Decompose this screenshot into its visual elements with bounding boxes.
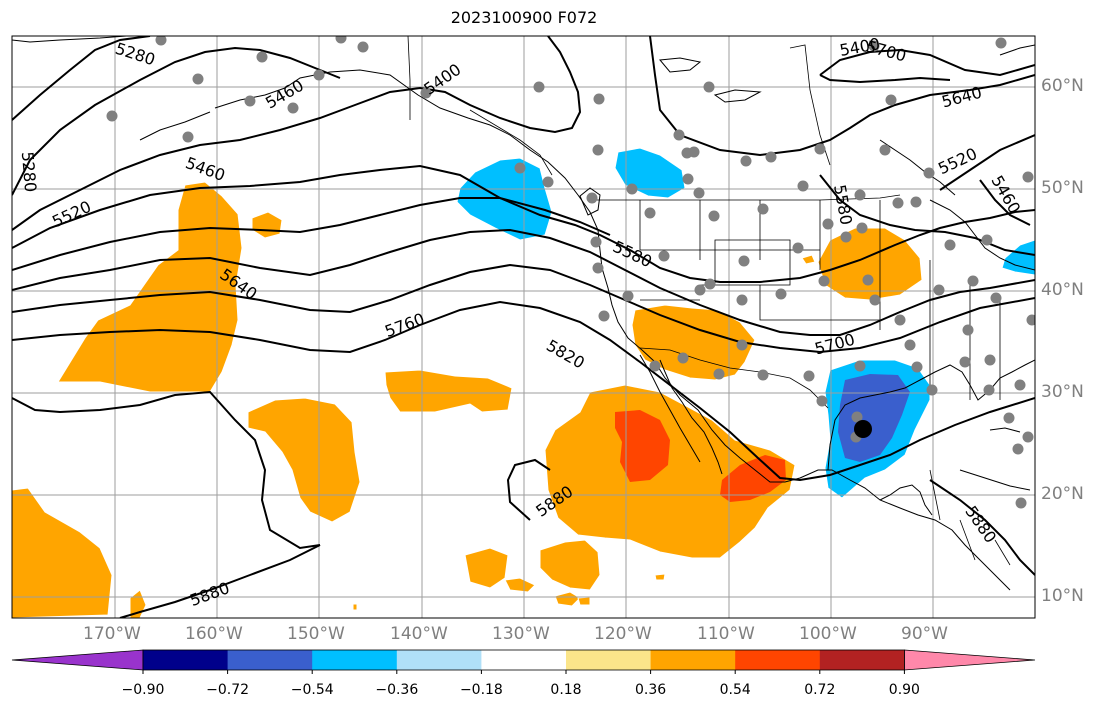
map-frame [11,35,1036,619]
height-contours [12,36,1035,618]
colorbar-tick-label: 0.54 [719,682,751,698]
colorbar-segment [312,650,398,670]
colorbar-outline [142,649,905,671]
colorbar-tick-label: 0.90 [888,682,920,698]
colorbar-segment [396,650,482,670]
latitude-label: 50°N [1041,178,1084,198]
contour-label: 5400 [838,34,881,60]
latitude-label: 20°N [1041,484,1084,504]
longitude-label: 150°W [287,624,345,644]
latitude-label: 30°N [1041,382,1084,402]
colorbar-segment [650,650,736,670]
colorbar-segment [143,650,229,670]
graticule [12,36,1035,618]
map-title: 2023100900 F072 [450,8,598,27]
colorbar-tick-label: 0.18 [550,682,582,698]
coastlines [12,36,1035,591]
map-area: 5280540054605520558056405700576058205880… [12,34,1035,618]
latitude-label: 60°N [1041,76,1084,96]
colorbar-tick-label: −0.36 [375,682,419,698]
colorbar-extend-high [904,649,1036,671]
longitude-label: 140°W [390,624,448,644]
colorbar [11,649,1036,674]
positive-anomaly-areas [12,181,923,618]
longitude-label: 120°W [594,624,652,644]
longitude-label: 100°W [799,624,857,644]
latitude-label: 40°N [1041,280,1084,300]
colorbar-segment [735,650,821,670]
longitude-label: 110°W [697,624,755,644]
colorbar-segment [819,650,905,670]
longitude-label: 170°W [83,624,141,644]
colorbar-segment [566,650,652,670]
contour-label: 5280 [18,151,40,193]
colorbar-tick-label: 0.36 [635,682,667,698]
colorbar-segment [481,650,567,670]
colorbar-tick-label: −0.18 [459,682,503,698]
colorbar-extend-low-arrow [11,649,144,671]
colorbar-tick-label: 0.72 [804,682,836,698]
latitude-label: 10°N [1041,586,1084,606]
longitude-label: 90°W [901,624,948,644]
colorbar-tick-label: −0.72 [206,682,250,698]
colorbar-segment [227,650,313,670]
longitude-label: 130°W [492,624,550,644]
station-markers [106,36,1035,509]
colorbar-tick-label: −0.54 [290,682,334,698]
longitude-label: 160°W [185,624,243,644]
strong-positive-anomaly-areas [615,410,786,502]
colorbar-tick-label: −0.90 [121,682,165,698]
